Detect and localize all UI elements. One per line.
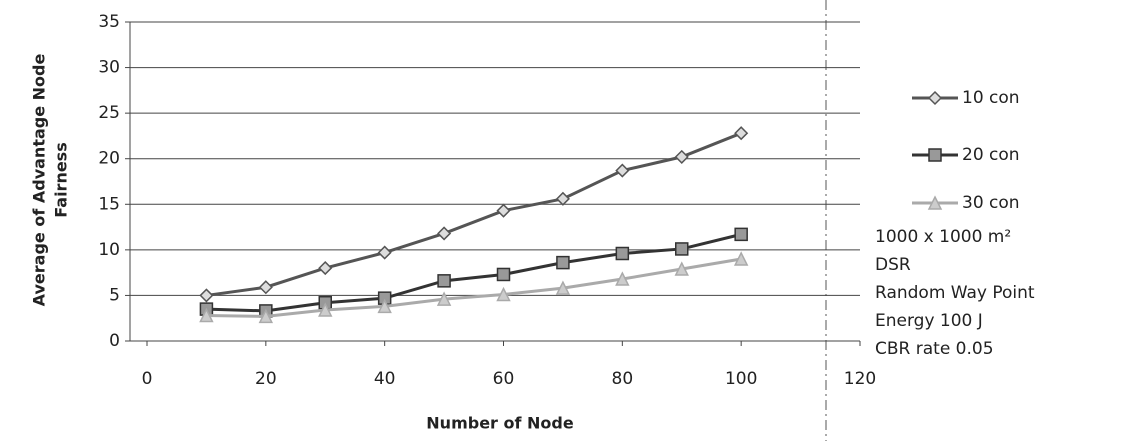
x-tick-label: 120: [844, 369, 876, 389]
marker: [318, 261, 333, 276]
marker: [555, 191, 570, 206]
marker: [733, 251, 749, 266]
y-tick-label: 0: [109, 331, 120, 351]
annotation: Random Way Point: [875, 283, 1035, 303]
y-axis-title: Fairness: [52, 142, 71, 217]
x-tick-label: 60: [493, 369, 515, 389]
legend-label: 10 con: [962, 88, 1020, 108]
marker: [318, 302, 333, 317]
marker: [377, 298, 392, 314]
series-line: [206, 232, 742, 313]
x-tick-label: 20: [255, 369, 277, 389]
y-tick-label: 10: [98, 240, 120, 260]
marker: [734, 126, 749, 141]
series-line: [206, 257, 742, 318]
x-tick-label: 80: [612, 369, 634, 389]
marker: [615, 246, 630, 261]
annotation: DSR: [875, 255, 911, 275]
marker: [496, 203, 511, 218]
y-axis-title: Average of Advantage Node: [30, 54, 49, 307]
y-tick-label: 5: [109, 285, 120, 305]
y-tick-label: 30: [98, 58, 120, 78]
annotation: Energy 100 J: [875, 311, 983, 331]
marker: [496, 286, 511, 302]
marker: [377, 245, 392, 260]
marker: [615, 163, 630, 178]
marker: [437, 274, 451, 288]
marker: [928, 148, 942, 162]
x-tick-label: 100: [725, 369, 757, 389]
marker: [615, 271, 630, 286]
marker: [199, 307, 214, 323]
y-tick-label: 25: [98, 103, 120, 123]
y-tick-label: 20: [98, 149, 120, 169]
marker: [496, 267, 511, 282]
marker: [258, 308, 274, 324]
marker: [555, 280, 571, 295]
y-tick-label: 35: [98, 12, 120, 32]
marker: [437, 226, 452, 241]
x-tick-label: 0: [142, 369, 153, 389]
series-line: [206, 131, 742, 297]
legend-label: 20 con: [962, 145, 1020, 165]
marker: [436, 291, 452, 306]
legend-label: 30 con: [962, 193, 1020, 213]
marker: [927, 90, 943, 106]
marker: [674, 149, 689, 164]
y-tick-label: 15: [98, 194, 120, 214]
marker: [734, 227, 748, 242]
x-tick-label: 40: [374, 369, 396, 389]
marker: [258, 280, 273, 295]
annotation: 1000 x 1000 m²: [875, 227, 1011, 247]
annotation: CBR rate 0.05: [875, 339, 994, 359]
marker: [199, 288, 214, 303]
marker: [674, 261, 689, 276]
marker: [927, 195, 943, 210]
marker: [556, 255, 570, 270]
marker: [675, 242, 689, 256]
x-axis-title: Number of Node: [426, 414, 574, 433]
